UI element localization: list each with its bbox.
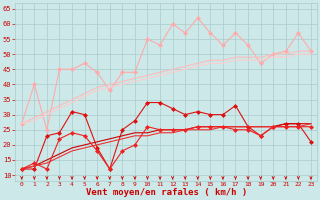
X-axis label: Vent moyen/en rafales ( km/h ): Vent moyen/en rafales ( km/h ) [86, 188, 247, 197]
